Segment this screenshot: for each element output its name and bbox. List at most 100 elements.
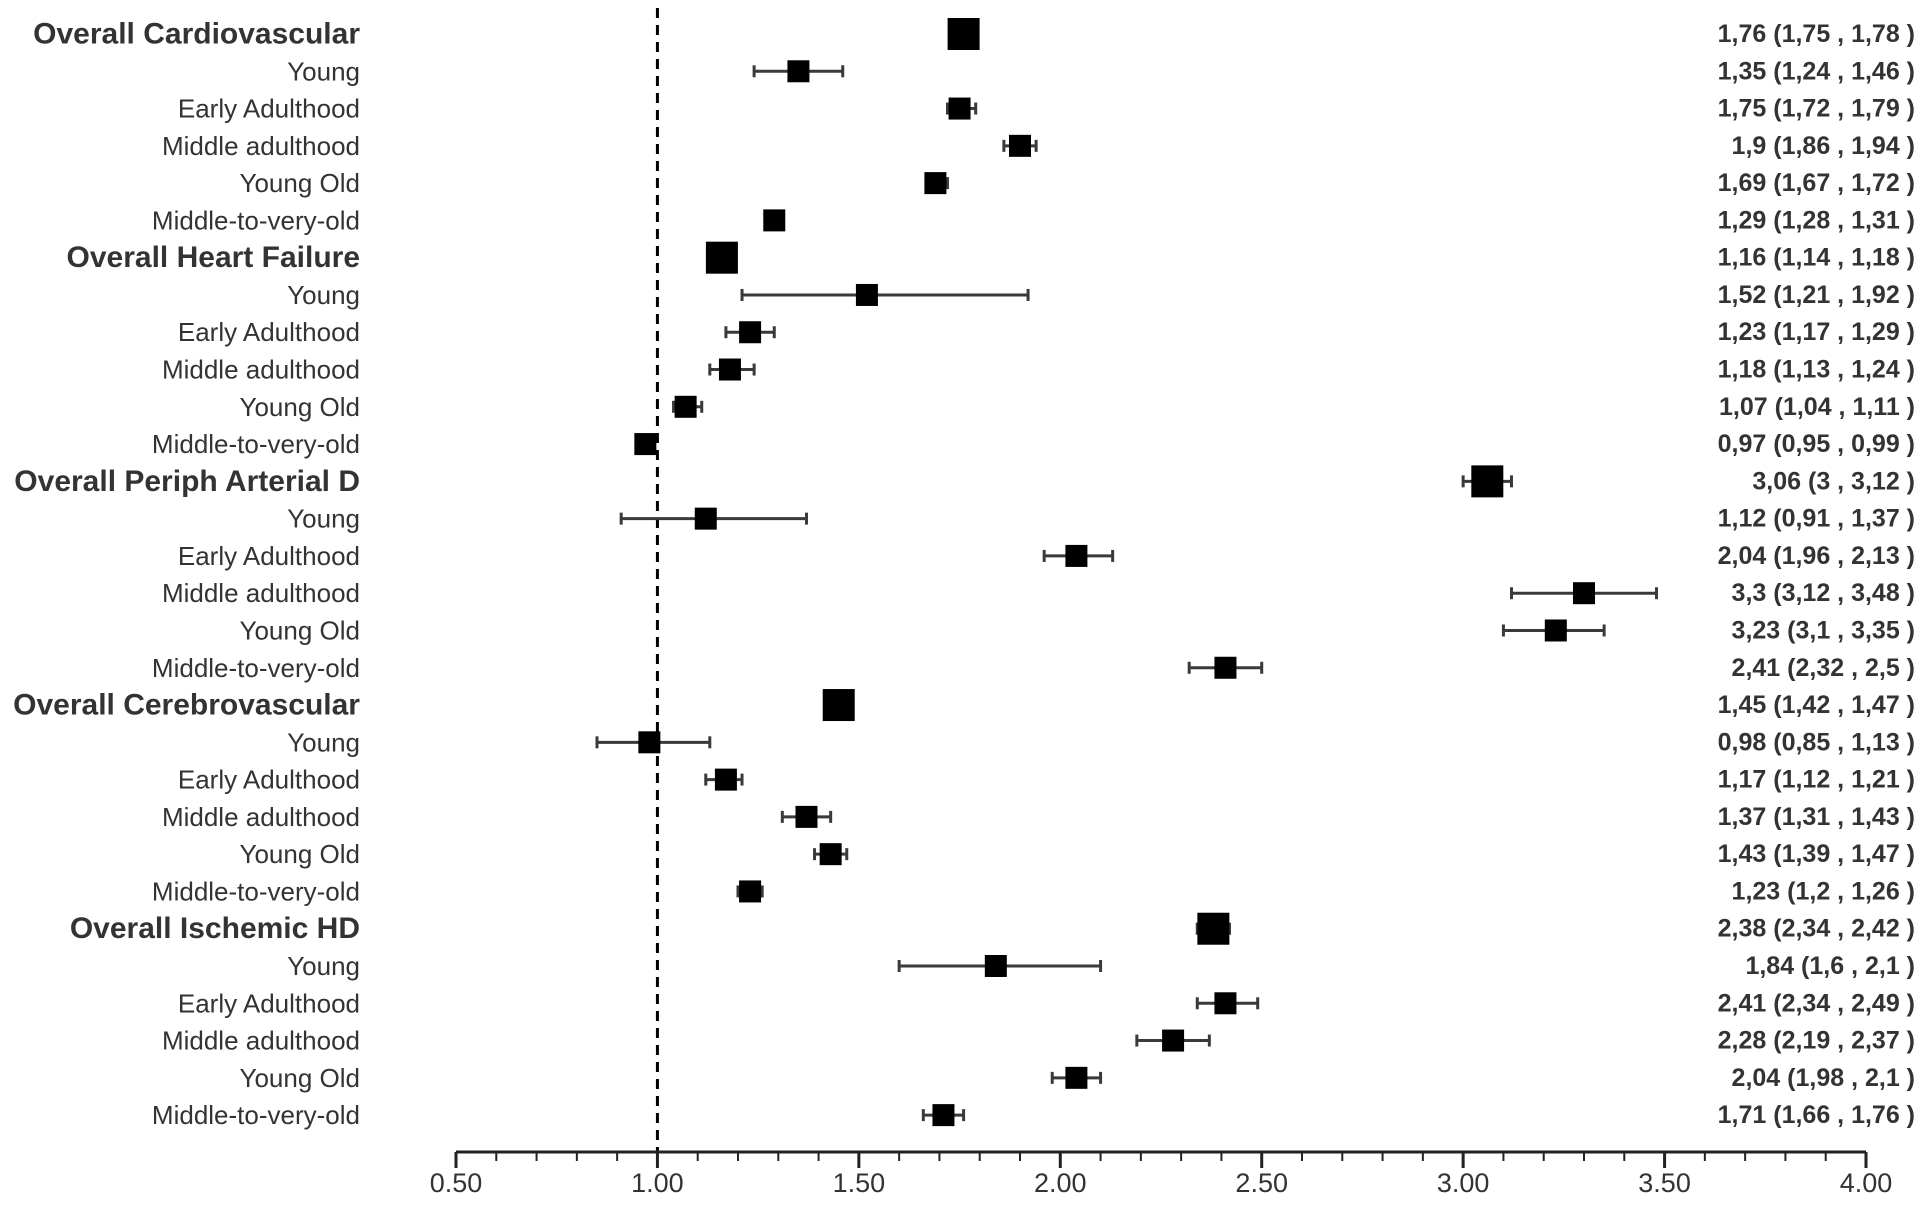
x-axis: 0.50 1.00 1.50 2.00 2.50 3.00 3.50 4.00 — [430, 1150, 1893, 1198]
x-tick-label: 1.00 — [631, 1168, 684, 1198]
forest-row: Middle adulthood 1,18 (1,13 , 1,24 ) — [162, 355, 1915, 385]
subgroup-label: Early Adulthood — [178, 541, 360, 571]
group-label: Overall Heart Failure — [67, 241, 360, 274]
ci-value-text: 1,45 (1,42 , 1,47 ) — [1718, 691, 1915, 719]
forest-row: Middle-to-very-old 1,71 (1,66 , 1,76 ) — [152, 1100, 1915, 1130]
subgroup-label: Young Old — [240, 839, 360, 869]
estimate-marker — [1214, 656, 1237, 679]
estimate-marker — [822, 689, 855, 722]
estimate-marker — [763, 209, 786, 232]
ci-value-text: 1,76 (1,75 , 1,78 ) — [1718, 20, 1915, 48]
estimate-marker — [855, 283, 878, 306]
estimate-marker — [1197, 912, 1230, 945]
forest-row: Young Old 1,43 (1,39 , 1,47 ) — [240, 839, 1915, 869]
forest-row: Overall Cardiovascular 1,76 (1,75 , 1,78 … — [33, 18, 1915, 51]
estimate-marker — [1065, 1066, 1088, 1089]
estimate-marker — [932, 1104, 955, 1127]
ci-value-text: 1,37 (1,31 , 1,43 ) — [1718, 803, 1915, 831]
ci-value-text: 1,17 (1,12 , 1,21 ) — [1718, 766, 1915, 794]
x-tick-label: 0.50 — [430, 1168, 483, 1198]
subgroup-label: Middle-to-very-old — [152, 429, 360, 459]
estimate-marker — [1214, 992, 1237, 1015]
estimate-marker — [705, 241, 738, 274]
x-tick-label: 1.50 — [833, 1168, 886, 1198]
forest-row: Young 1,12 (0,91 , 1,37 ) — [287, 504, 1915, 534]
x-tick-label: 4.00 — [1840, 1168, 1893, 1198]
ci-value-text: 1,35 (1,24 , 1,46 ) — [1718, 57, 1915, 85]
estimate-marker — [795, 805, 818, 828]
ci-value-text: 1,43 (1,39 , 1,47 ) — [1718, 840, 1915, 868]
forest-row: Middle-to-very-old 0,97 (0,95 , 0,99 ) — [152, 429, 1915, 459]
estimate-marker — [1065, 544, 1088, 567]
forest-row: Young 0,98 (0,85 , 1,13 ) — [287, 727, 1915, 757]
rows-layer: Overall Cardiovascular 1,76 (1,75 , 1,78 … — [13, 18, 1915, 1131]
ci-value-text: 1,18 (1,13 , 1,24 ) — [1718, 356, 1915, 384]
forest-row: Overall Ischemic HD 2,38 (2,34 , 2,42 ) — [70, 912, 1915, 945]
x-tick-label: 3.50 — [1638, 1168, 1691, 1198]
estimate-marker — [739, 321, 762, 344]
estimate-marker — [947, 18, 980, 50]
forest-row: Young Old 2,04 (1,98 , 2,1 ) — [240, 1063, 1915, 1093]
ci-value-text: 1,23 (1,2 , 1,26 ) — [1732, 877, 1915, 905]
forest-row: Middle adulthood 1,9 (1,86 , 1,94 ) — [162, 131, 1915, 161]
estimate-marker — [787, 60, 810, 83]
estimate-marker — [714, 768, 737, 791]
estimate-marker — [1544, 619, 1567, 642]
group-label: Overall Cardiovascular — [33, 18, 360, 51]
estimate-marker — [1573, 582, 1595, 605]
ci-value-text: 2,41 (2,32 , 2,5 ) — [1732, 654, 1915, 682]
ci-value-text: 1,29 (1,28 , 1,31 ) — [1718, 206, 1915, 234]
forest-row: Young 1,84 (1,6 , 2,1 ) — [287, 951, 1915, 981]
ci-value-text: 2,04 (1,98 , 2,1 ) — [1732, 1064, 1915, 1092]
forest-row: Middle-to-very-old 1,29 (1,28 , 1,31 ) — [152, 205, 1915, 235]
ci-value-text: 1,23 (1,17 , 1,29 ) — [1718, 318, 1915, 346]
estimate-marker — [1162, 1029, 1185, 1052]
ci-value-text: 2,04 (1,96 , 2,13 ) — [1718, 542, 1915, 570]
x-tick-label: 3.00 — [1437, 1168, 1490, 1198]
ci-value-text: 2,28 (2,19 , 2,37 ) — [1718, 1027, 1915, 1055]
forest-row: Young Old 1,69 (1,67 , 1,72 ) — [240, 168, 1915, 198]
subgroup-label: Young Old — [240, 392, 360, 422]
forest-row: Young 1,35 (1,24 , 1,46 ) — [287, 56, 1915, 86]
estimate-marker — [1471, 465, 1504, 498]
x-tick-label: 2.50 — [1235, 1168, 1288, 1198]
estimate-marker — [924, 172, 947, 195]
estimate-marker — [948, 97, 971, 120]
ci-value-text: 2,41 (2,34 , 2,49 ) — [1718, 989, 1915, 1017]
forest-row: Young Old 3,23 (3,1 , 3,35 ) — [240, 615, 1915, 645]
forest-row: Overall Cerebrovascular 1,45 (1,42 , 1,47… — [13, 689, 1915, 722]
forest-row: Overall Heart Failure 1,16 (1,14 , 1,18 ) — [67, 241, 1915, 274]
forest-row: Middle adulthood 3,3 (3,12 , 3,48 ) — [162, 578, 1915, 608]
subgroup-label: Middle adulthood — [162, 578, 360, 608]
subgroup-label: Early Adulthood — [178, 765, 360, 795]
ci-value-text: 1,84 (1,6 , 2,1 ) — [1745, 952, 1915, 980]
subgroup-label: Middle-to-very-old — [152, 653, 360, 683]
ci-value-text: 3,3 (3,12 , 3,48 ) — [1732, 579, 1915, 607]
subgroup-label: Young — [287, 504, 360, 534]
subgroup-label: Middle-to-very-old — [152, 1100, 360, 1130]
forest-row: Overall Periph Arterial D 3,06 (3 , 3,12 … — [14, 465, 1915, 498]
subgroup-label: Middle adulthood — [162, 802, 360, 832]
estimate-marker — [634, 433, 657, 456]
subgroup-label: Young — [287, 280, 360, 310]
ci-value-text: 1,12 (0,91 , 1,37 ) — [1718, 505, 1915, 533]
ci-value-text: 2,38 (2,34 , 2,42 ) — [1718, 915, 1915, 943]
subgroup-label: Middle adulthood — [162, 355, 360, 385]
subgroup-label: Early Adulthood — [178, 94, 360, 124]
ci-value-text: 0,98 (0,85 , 1,13 ) — [1718, 728, 1915, 756]
group-label: Overall Ischemic HD — [70, 912, 360, 945]
forest-row: Early Adulthood 1,23 (1,17 , 1,29 ) — [178, 317, 1915, 347]
estimate-marker — [718, 358, 741, 381]
subgroup-label: Young Old — [240, 168, 360, 198]
group-label: Overall Periph Arterial D — [14, 465, 360, 498]
forest-row: Young Old 1,07 (1,04 , 1,11 ) — [240, 392, 1915, 422]
estimate-marker — [674, 395, 697, 418]
estimate-marker — [694, 507, 717, 530]
subgroup-label: Middle-to-very-old — [152, 876, 360, 906]
ci-value-text: 1,75 (1,72 , 1,79 ) — [1718, 95, 1915, 123]
ci-value-text: 3,06 (3 , 3,12 ) — [1752, 467, 1915, 495]
estimate-marker — [1009, 134, 1031, 157]
ci-value-text: 1,52 (1,21 , 1,92 ) — [1718, 281, 1915, 309]
subgroup-label: Young — [287, 727, 360, 757]
subgroup-label: Young — [287, 56, 360, 86]
